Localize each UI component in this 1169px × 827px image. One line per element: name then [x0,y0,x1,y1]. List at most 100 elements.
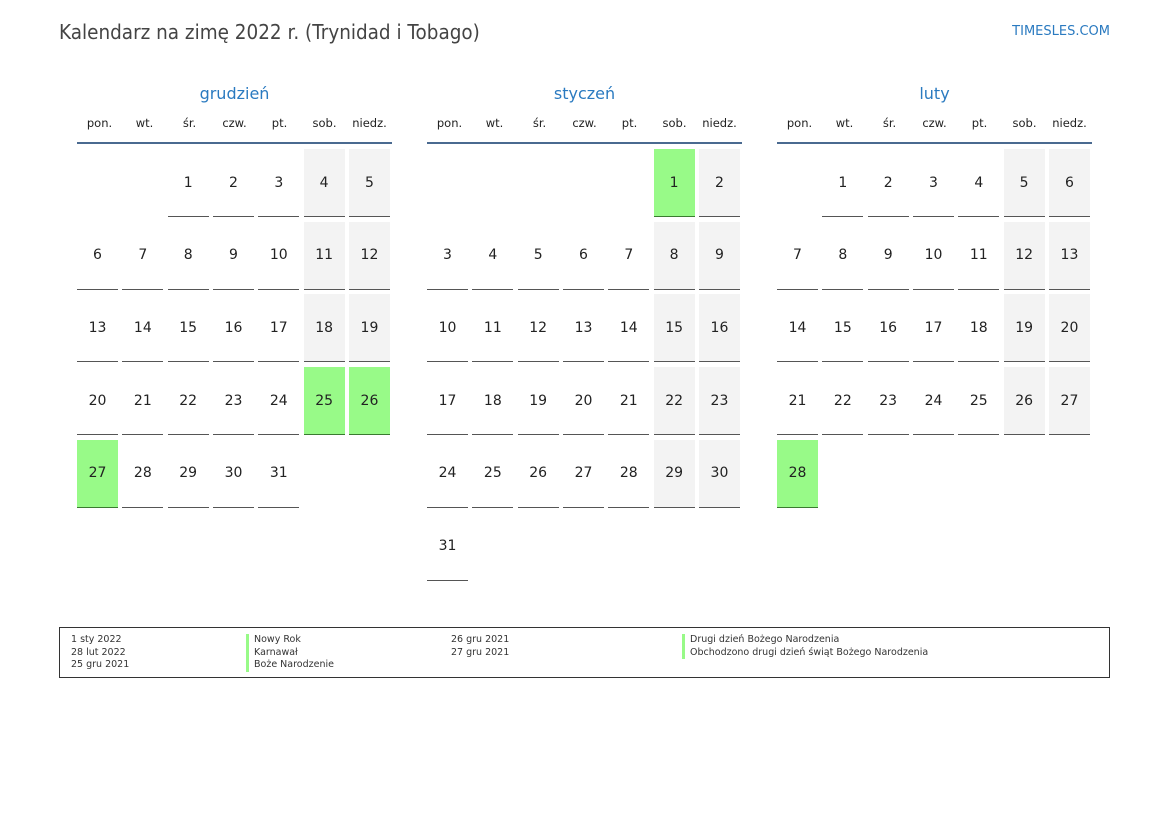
day-cell[interactable]: 16 [698,294,740,363]
day-cell[interactable]: 17 [912,294,954,363]
day-cell[interactable]: 9 [698,221,740,290]
day-cell[interactable]: 17 [427,367,468,436]
day-cell[interactable]: 10 [258,222,300,290]
day-cell[interactable]: 28 [122,440,164,508]
weekday-label: pon. [86,116,113,130]
day-cell[interactable]: 21 [608,367,650,436]
day-cell[interactable]: 4 [472,222,514,290]
day-cell[interactable]: 8 [167,222,209,290]
day-cell[interactable]: 20 [1048,294,1090,363]
day-cell[interactable]: 4 [958,149,1000,217]
day-cell[interactable]: 23 [212,367,254,436]
legend-holiday: Karnawał [246,646,334,659]
day-cell[interactable]: 14 [777,294,818,363]
holiday-day-cell[interactable]: 26 [348,367,390,436]
day-cell[interactable]: 24 [427,440,468,508]
day-cell[interactable]: 28 [608,440,650,508]
day-cell[interactable]: 15 [822,294,864,363]
day-cell[interactable]: 22 [653,367,695,436]
day-cell[interactable]: 26 [1003,367,1045,436]
day-cell[interactable]: 5 [517,222,559,290]
day-cell[interactable]: 27 [562,440,604,508]
day-cell[interactable]: 3 [258,149,300,217]
day-cell[interactable]: 14 [608,294,650,363]
day-cell[interactable]: 13 [562,294,604,363]
day-cell[interactable]: 1 [822,149,864,217]
day-cell[interactable]: 30 [698,439,740,508]
day-cell[interactable]: 25 [472,440,514,508]
page-title: Kalendarz na zimę 2022 r. (Trynidad i To… [59,20,480,44]
day-cell[interactable]: 22 [167,367,209,436]
day-cell[interactable]: 5 [348,149,390,217]
day-cell[interactable]: 7 [608,222,650,290]
day-cell[interactable]: 19 [348,294,390,363]
day-cell[interactable]: 4 [303,149,345,217]
day-cell[interactable]: 9 [212,222,254,290]
day-cell[interactable]: 16 [867,294,909,363]
day-cell[interactable]: 29 [167,440,209,508]
day-cell[interactable]: 21 [122,367,164,436]
day-cell[interactable]: 6 [1048,149,1090,217]
day-cell[interactable]: 1 [167,149,209,217]
day-cell[interactable]: 19 [517,367,559,436]
day-cell[interactable]: 31 [258,440,300,508]
weekday-label: pt. [971,116,988,130]
day-cell[interactable]: 25 [958,367,1000,436]
day-cell[interactable]: 9 [867,222,909,290]
day-cell[interactable]: 23 [698,367,740,436]
holiday-day-cell[interactable]: 25 [303,367,345,436]
month-1: styczeń pon. wt. śr. czw. pt. sob. niedz. 1 2 3 4 5 6… [427,84,742,609]
day-cell[interactable]: 2 [212,149,254,217]
day-cell[interactable]: 10 [912,222,954,290]
day-cell[interactable]: 7 [122,222,164,290]
day-cell[interactable]: 7 [777,222,818,290]
day-cell[interactable]: 16 [212,294,254,363]
day-cell[interactable]: 22 [822,367,864,436]
day-cell[interactable]: 3 [912,149,954,217]
day-cell[interactable]: 11 [472,294,514,363]
month-name: luty [919,84,950,103]
day-cell[interactable]: 15 [167,294,209,363]
day-cell[interactable]: 11 [303,221,345,290]
day-cell[interactable]: 11 [958,222,1000,290]
legend-date: 27 gru 2021 [451,646,510,658]
day-cell[interactable]: 18 [303,294,345,363]
day-cell[interactable]: 24 [912,367,954,436]
day-cell[interactable]: 10 [427,294,468,363]
day-cell[interactable]: 24 [258,367,300,436]
day-cell[interactable]: 29 [653,439,695,508]
day-cell[interactable]: 30 [212,440,254,508]
day-cell[interactable]: 20 [77,367,118,436]
day-cell[interactable]: 23 [867,367,909,436]
day-cell[interactable]: 19 [1003,294,1045,363]
brand-link[interactable]: TIMESLES.COM [1012,24,1110,39]
day-cell[interactable]: 5 [1003,149,1045,217]
weekday-label: pt. [271,116,288,130]
day-cell[interactable]: 27 [1048,367,1090,436]
holiday-day-cell[interactable]: 27 [77,439,118,508]
day-cell[interactable]: 6 [562,222,604,290]
day-cell[interactable]: 6 [77,222,118,290]
day-cell[interactable]: 20 [562,367,604,436]
day-cell[interactable]: 12 [517,294,559,363]
day-cell[interactable]: 13 [1048,221,1090,290]
day-cell[interactable]: 26 [517,440,559,508]
day-cell[interactable]: 18 [472,367,514,436]
day-cell[interactable]: 8 [822,222,864,290]
day-cell[interactable]: 31 [427,513,468,581]
day-cell[interactable]: 21 [777,367,818,436]
day-cell[interactable]: 14 [122,294,164,363]
day-cell[interactable]: 3 [427,222,468,290]
day-cell[interactable]: 12 [1003,221,1045,290]
day-cell[interactable]: 2 [867,149,909,217]
day-cell[interactable]: 15 [653,294,695,363]
day-cell[interactable]: 18 [958,294,1000,363]
day-cell[interactable]: 2 [698,149,740,217]
holiday-day-cell[interactable]: 1 [653,149,695,217]
day-cell[interactable]: 17 [258,294,300,363]
legend-date: 25 gru 2021 [71,659,130,670]
holiday-day-cell[interactable]: 28 [777,439,818,508]
day-cell[interactable]: 8 [653,221,695,290]
day-cell[interactable]: 12 [348,221,390,290]
day-cell[interactable]: 13 [77,294,118,363]
